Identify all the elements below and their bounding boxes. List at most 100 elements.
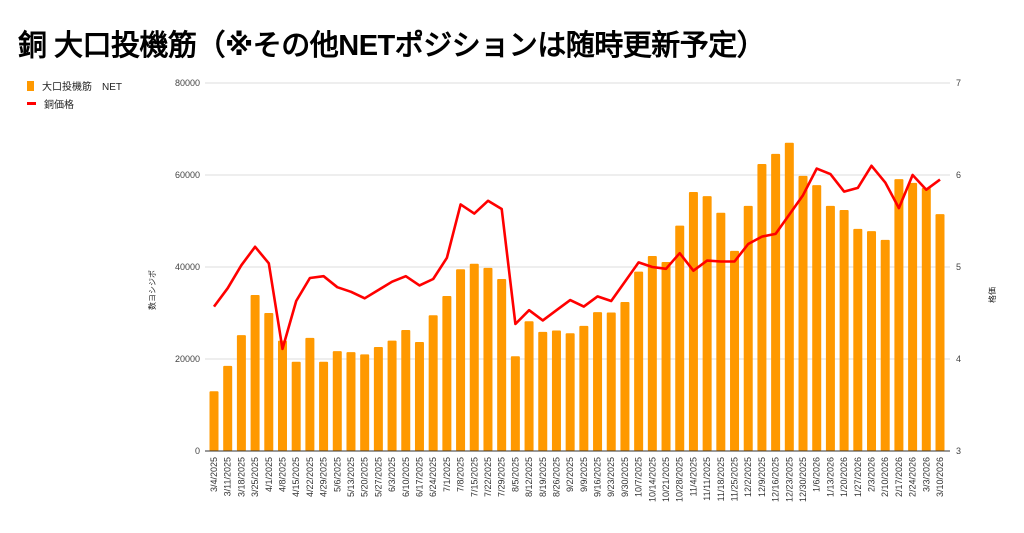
bar <box>647 255 657 451</box>
bar <box>716 212 726 451</box>
x-tick-label: 7/29/2025 <box>497 457 507 497</box>
bar <box>469 263 479 451</box>
x-tick-label: 3/4/2025 <box>209 457 219 492</box>
x-tick-label: 8/19/2025 <box>538 457 548 497</box>
x-tick-label: 1/20/2026 <box>839 457 849 497</box>
bar <box>579 325 589 451</box>
x-tick-label: 2/17/2026 <box>894 457 904 497</box>
x-tick-label: 5/20/2025 <box>360 457 370 497</box>
x-tick-label: 4/8/2025 <box>277 457 287 492</box>
x-tick-label: 9/2/2025 <box>565 457 575 492</box>
bar <box>825 205 835 451</box>
bar <box>798 175 808 452</box>
x-tick-label: 12/30/2025 <box>798 457 808 502</box>
x-tick-label: 4/29/2025 <box>319 457 329 497</box>
x-tick-label: 8/12/2025 <box>524 457 534 497</box>
bar <box>319 361 329 451</box>
x-tick-label: 4/15/2025 <box>291 457 301 497</box>
bar <box>894 179 904 451</box>
bar <box>456 269 466 451</box>
legend-line-swatch <box>27 102 36 105</box>
x-tick-label: 8/26/2025 <box>551 457 561 497</box>
x-tick-label: 5/27/2025 <box>373 457 383 497</box>
x-tick-label: 1/6/2026 <box>812 457 822 492</box>
chart-title: 銅 大口投機筋（※その他NETポジションは随時更新予定） <box>18 30 766 62</box>
bar <box>839 209 849 451</box>
bar <box>387 340 397 451</box>
x-tick-label: 4/1/2025 <box>264 457 274 492</box>
x-tick-label: 12/2/2025 <box>743 457 753 497</box>
x-tick-label: 6/10/2025 <box>401 457 411 497</box>
bar <box>921 187 931 451</box>
x-tick-label: 9/16/2025 <box>593 457 603 497</box>
bar <box>483 267 493 451</box>
bar <box>620 301 630 451</box>
x-tick-label: 12/9/2025 <box>757 457 767 497</box>
legend-label-net: 大口投機筋 NET <box>42 82 122 93</box>
bar <box>524 321 534 451</box>
legend-item-net: 大口投機筋 NET <box>27 78 122 93</box>
x-tick-label: 9/23/2025 <box>606 457 616 497</box>
bar <box>510 356 520 451</box>
bar <box>277 340 287 451</box>
bar <box>757 163 767 451</box>
bar <box>935 214 945 451</box>
bar <box>565 333 575 451</box>
x-tick-label: 5/13/2025 <box>346 457 356 497</box>
x-tick-label: 10/14/2025 <box>647 457 657 502</box>
x-tick-label: 7/15/2025 <box>469 457 479 497</box>
x-tick-label: 10/28/2025 <box>675 457 685 502</box>
x-tick-label: 7/22/2025 <box>483 457 493 497</box>
x-tick-label: 11/25/2025 <box>730 457 740 501</box>
x-tick-label: 10/7/2025 <box>634 457 644 497</box>
x-tick-label: 1/13/2026 <box>825 457 835 497</box>
x-tick-label: 3/10/2026 <box>935 457 945 497</box>
bar <box>332 351 342 451</box>
bar <box>880 239 890 451</box>
bar <box>812 185 822 451</box>
x-tick-label: 12/16/2025 <box>771 457 781 502</box>
x-tick-label: 11/11/2025 <box>702 457 712 501</box>
bar <box>223 365 233 451</box>
x-tick-label: 3/3/2026 <box>921 457 931 492</box>
y-tick-label: 40000 <box>175 262 200 272</box>
x-tick-label: 5/6/2025 <box>332 457 342 492</box>
bar <box>236 335 246 451</box>
bar <box>908 182 918 451</box>
bar <box>661 261 671 451</box>
bar <box>634 271 644 451</box>
bar <box>346 352 356 451</box>
bar <box>606 312 616 451</box>
y-tick-label: 0 <box>195 446 200 456</box>
x-tick-label: 2/10/2026 <box>880 457 890 497</box>
bar <box>401 330 411 451</box>
price-line <box>212 164 941 351</box>
bar <box>853 228 863 451</box>
x-tick-label: 9/9/2025 <box>579 457 589 492</box>
bar <box>264 313 274 451</box>
x-tick-label: 3/25/2025 <box>250 457 260 497</box>
bar <box>867 231 877 451</box>
x-tick-label: 11/4/2025 <box>688 457 698 496</box>
legend-label-price: 銅価格 <box>44 100 74 111</box>
bar <box>305 337 315 451</box>
bar <box>551 330 561 451</box>
x-tick-label: 11/18/2025 <box>716 457 726 501</box>
bar <box>428 315 438 451</box>
bar <box>743 205 753 451</box>
y-axis-title: 数ヨシジポ <box>147 270 157 310</box>
x-tick-label: 3/18/2025 <box>236 457 246 497</box>
x-tick-label: 1/27/2026 <box>853 457 863 497</box>
bar <box>291 361 301 451</box>
x-tick-label: 6/17/2025 <box>414 457 424 497</box>
x-tick-label: 2/3/2026 <box>867 457 877 492</box>
x-tick-label: 4/22/2025 <box>305 457 315 497</box>
bar <box>771 153 781 451</box>
x-tick-label: 7/1/2025 <box>442 457 452 492</box>
x-tick-label: 8/5/2025 <box>510 457 520 492</box>
y2-tick-label: 3 <box>956 446 961 456</box>
legend-item-price: 銅価格 <box>27 96 74 111</box>
bar <box>688 192 698 451</box>
y-tick-label: 60000 <box>175 170 200 180</box>
